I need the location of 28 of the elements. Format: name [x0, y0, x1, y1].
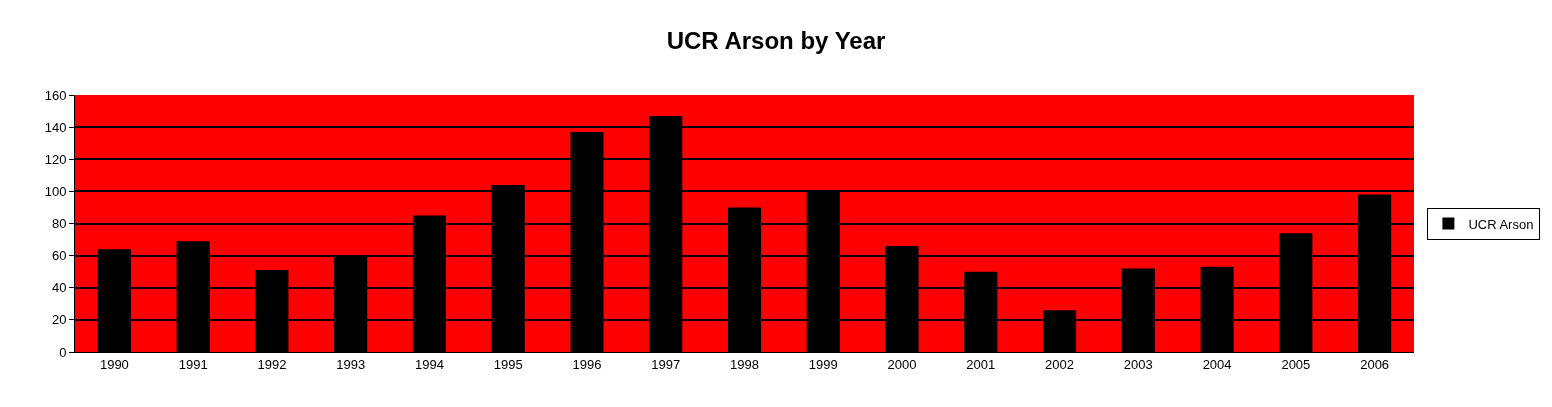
- x-tick-label: 1995: [493, 356, 523, 372]
- x-tick-label: 1999: [808, 356, 838, 372]
- x-tick-label: 2004: [1202, 356, 1232, 372]
- x-tick-label: 2000: [887, 356, 917, 372]
- x-tick-label: 2002: [1045, 356, 1075, 372]
- y-tick-label: 80: [51, 216, 67, 232]
- x-tick-label: 1990: [99, 356, 129, 372]
- x-tick-label: 1996: [572, 356, 602, 372]
- y-tick-label: 20: [51, 312, 67, 328]
- x-tick-label: 2006: [1360, 356, 1390, 372]
- x-tick-label: 1993: [336, 356, 366, 372]
- legend-label: UCR Arson: [1468, 216, 1534, 232]
- x-tick-label: 2005: [1281, 356, 1311, 372]
- y-tick-label: 0: [59, 344, 67, 360]
- x-tick-label: 1997: [651, 356, 681, 372]
- y-tick-label: 40: [51, 280, 67, 296]
- x-tick-label: 1992: [257, 356, 287, 372]
- y-tick-label: 100: [44, 183, 67, 199]
- x-tick-label: 1998: [730, 356, 759, 372]
- y-tick-label: 120: [44, 151, 67, 167]
- y-tick-label: 160: [44, 87, 67, 103]
- y-tick-label: 60: [51, 248, 67, 264]
- chart-title: UCR Arson by Year: [666, 27, 886, 55]
- x-tick-label: 1991: [178, 356, 208, 372]
- x-tick-label: 2001: [966, 356, 996, 372]
- x-tick-label: 2003: [1123, 356, 1153, 372]
- x-tick-label: 1994: [414, 356, 444, 372]
- y-tick-label: 140: [44, 119, 67, 135]
